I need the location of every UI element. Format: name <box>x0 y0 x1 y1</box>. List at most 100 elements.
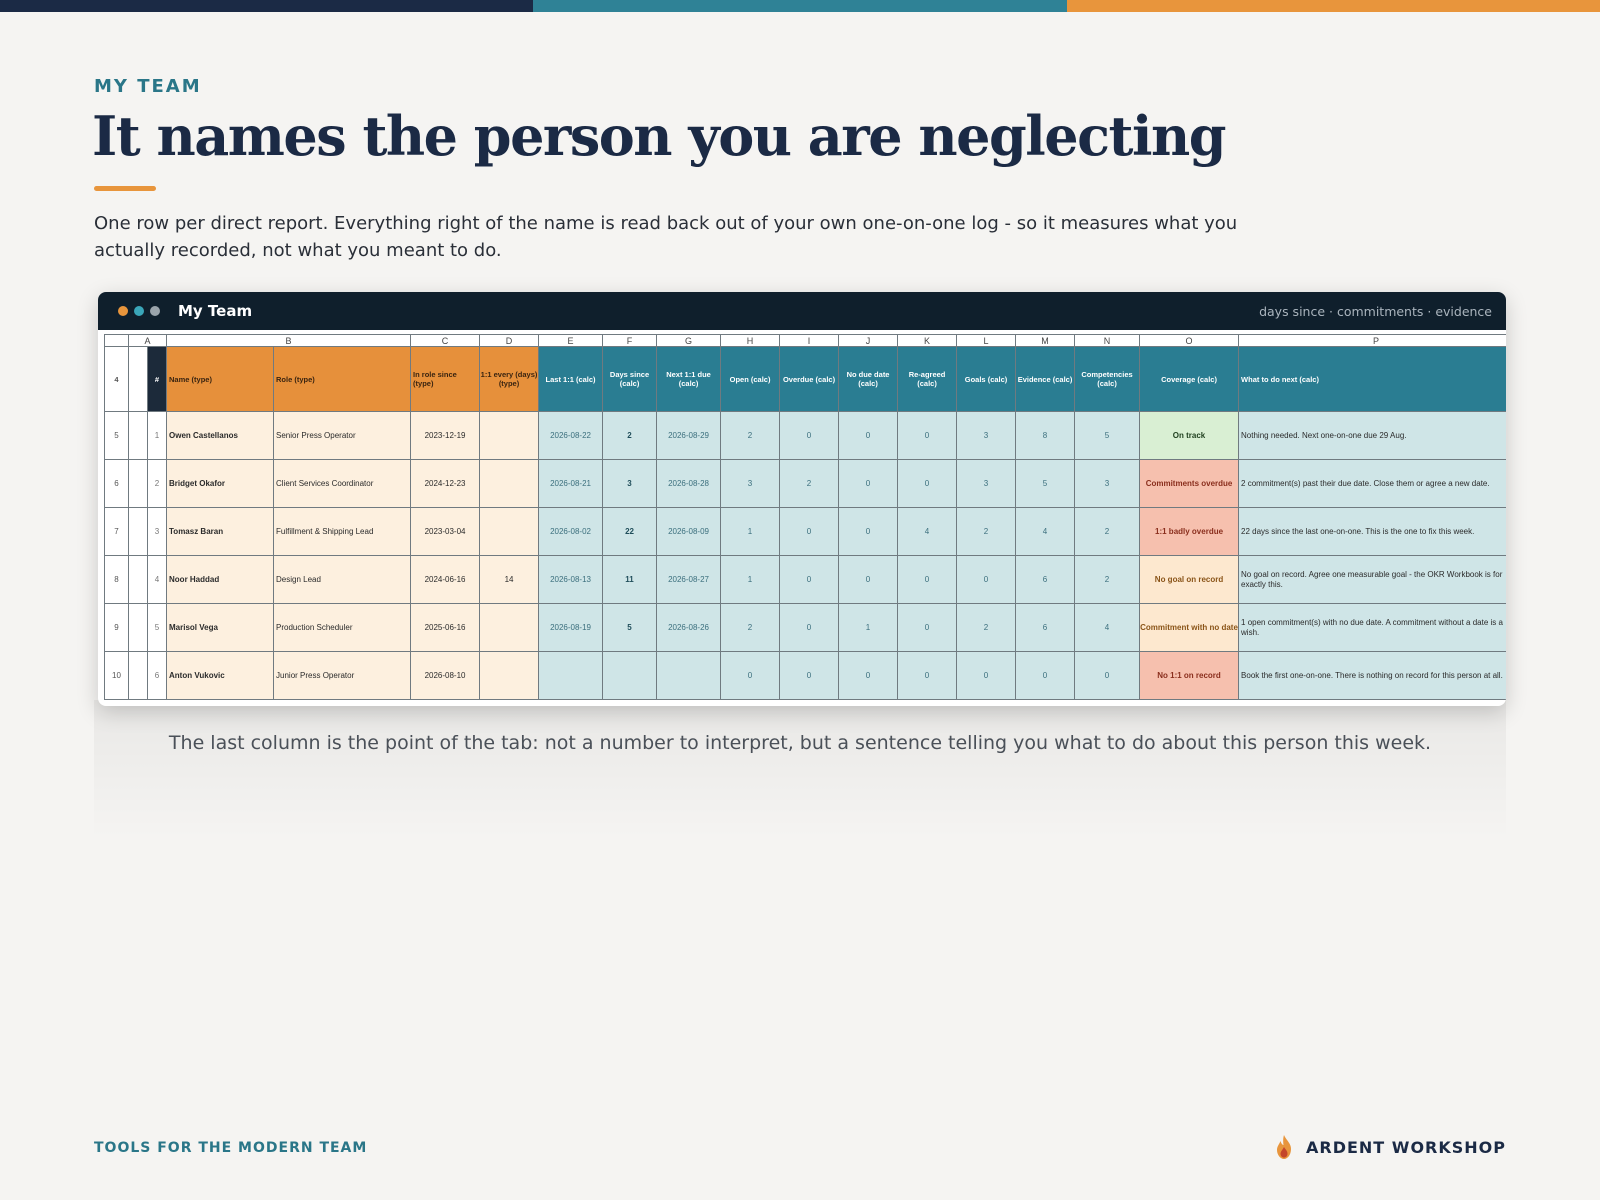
cell-last[interactable]: 2026-08-21 <box>538 459 604 508</box>
cell-last[interactable]: 2026-08-02 <box>538 507 604 556</box>
cell-what-next[interactable]: No goal on record. Agree one measurable … <box>1238 555 1506 604</box>
header-last[interactable]: Last 1:1 (calc) <box>538 346 604 412</box>
cell-what-next[interactable]: 2 commitment(s) past their due date. Clo… <box>1238 459 1506 508</box>
header-cell-a[interactable] <box>128 346 148 412</box>
row-number[interactable]: 4 <box>104 346 129 412</box>
cell-a[interactable] <box>128 555 148 604</box>
cell-num[interactable]: 4 <box>146 555 168 604</box>
column-letter[interactable]: I <box>779 334 840 347</box>
cell-reagreed[interactable]: 4 <box>897 507 958 556</box>
cell-competencies[interactable]: 2 <box>1074 507 1141 556</box>
cell-in-role[interactable]: 2024-12-23 <box>410 459 481 508</box>
cell-name[interactable]: Bridget Okafor <box>166 459 275 508</box>
cell-what-next[interactable]: 1 open commitment(s) with no due date. A… <box>1238 603 1506 652</box>
column-letter[interactable]: K <box>897 334 958 347</box>
column-letter[interactable]: C <box>410 334 481 347</box>
cell-days-since[interactable]: 2 <box>602 411 658 460</box>
row-number[interactable]: 8 <box>104 555 129 604</box>
cell-open[interactable]: 2 <box>720 411 781 460</box>
cell-name[interactable]: Tomasz Baran <box>166 507 275 556</box>
cell-open[interactable]: 0 <box>720 651 781 700</box>
header-overdue[interactable]: Overdue (calc) <box>779 346 840 412</box>
column-letter[interactable]: N <box>1074 334 1141 347</box>
cell-a[interactable] <box>128 411 148 460</box>
cell-overdue[interactable]: 0 <box>779 411 840 460</box>
cell-a[interactable] <box>128 603 148 652</box>
cell-evidence[interactable]: 6 <box>1015 555 1076 604</box>
row-number[interactable]: 7 <box>104 507 129 556</box>
cell-role[interactable]: Fulfillment & Shipping Lead <box>273 507 412 556</box>
cell-last[interactable] <box>538 651 604 700</box>
cell-num[interactable]: 6 <box>146 651 168 700</box>
column-letter[interactable]: J <box>838 334 899 347</box>
cell-goals[interactable]: 0 <box>956 555 1017 604</box>
cell-in-role[interactable]: 2026-08-10 <box>410 651 481 700</box>
header-no-due[interactable]: No due date (calc) <box>838 346 899 412</box>
header-num[interactable]: # <box>146 346 168 412</box>
cell-next-due[interactable]: 2026-08-28 <box>656 459 722 508</box>
cell-competencies[interactable]: 4 <box>1074 603 1141 652</box>
cell-evidence[interactable]: 0 <box>1015 651 1076 700</box>
header-name[interactable]: Name (type) <box>166 346 275 412</box>
cell-days-since[interactable]: 3 <box>602 459 658 508</box>
cell-coverage[interactable]: 1:1 badly overdue <box>1139 507 1240 556</box>
cell-no-due[interactable]: 0 <box>838 651 899 700</box>
cell-no-due[interactable]: 0 <box>838 507 899 556</box>
header-role[interactable]: Role (type) <box>273 346 412 412</box>
cell-last[interactable]: 2026-08-19 <box>538 603 604 652</box>
cell-days-since[interactable]: 22 <box>602 507 658 556</box>
cell-goals[interactable]: 2 <box>956 507 1017 556</box>
cell-competencies[interactable]: 2 <box>1074 555 1141 604</box>
cell-coverage[interactable]: On track <box>1139 411 1240 460</box>
cell-evidence[interactable]: 5 <box>1015 459 1076 508</box>
cell-role[interactable]: Design Lead <box>273 555 412 604</box>
cell-open[interactable]: 1 <box>720 507 781 556</box>
cell-evidence[interactable]: 6 <box>1015 603 1076 652</box>
cell-next-due[interactable]: 2026-08-26 <box>656 603 722 652</box>
header-goals[interactable]: Goals (calc) <box>956 346 1017 412</box>
column-letter[interactable]: G <box>656 334 722 347</box>
cell-open[interactable]: 3 <box>720 459 781 508</box>
cell-in-role[interactable]: 2023-03-04 <box>410 507 481 556</box>
header-in-role[interactable]: In role since (type) <box>410 346 481 412</box>
column-letter[interactable]: A <box>127 334 168 347</box>
cell-num[interactable]: 1 <box>146 411 168 460</box>
cell-every[interactable] <box>479 603 540 652</box>
cell-next-due[interactable]: 2026-08-27 <box>656 555 722 604</box>
cell-overdue[interactable]: 0 <box>779 555 840 604</box>
cell-reagreed[interactable]: 0 <box>897 459 958 508</box>
cell-in-role[interactable]: 2023-12-19 <box>410 411 481 460</box>
cell-what-next[interactable]: Nothing needed. Next one-on-one due 29 A… <box>1238 411 1506 460</box>
cell-a[interactable] <box>128 651 148 700</box>
cell-days-since[interactable]: 11 <box>602 555 658 604</box>
cell-every[interactable] <box>479 507 540 556</box>
cell-goals[interactable]: 3 <box>956 411 1017 460</box>
cell-reagreed[interactable]: 0 <box>897 651 958 700</box>
header-next-due[interactable]: Next 1:1 due (calc) <box>656 346 722 412</box>
cell-open[interactable]: 2 <box>720 603 781 652</box>
cell-what-next[interactable]: Book the first one-on-one. There is noth… <box>1238 651 1506 700</box>
cell-role[interactable]: Client Services Coordinator <box>273 459 412 508</box>
cell-every[interactable] <box>479 459 540 508</box>
cell-next-due[interactable]: 2026-08-09 <box>656 507 722 556</box>
cell-next-due[interactable]: 2026-08-29 <box>656 411 722 460</box>
cell-coverage[interactable]: Commitment with no date <box>1139 603 1240 652</box>
cell-last[interactable]: 2026-08-13 <box>538 555 604 604</box>
cell-no-due[interactable]: 0 <box>838 459 899 508</box>
cell-reagreed[interactable]: 0 <box>897 603 958 652</box>
cell-num[interactable]: 3 <box>146 507 168 556</box>
row-number[interactable]: 5 <box>104 411 129 460</box>
cell-coverage[interactable]: No 1:1 on record <box>1139 651 1240 700</box>
cell-overdue[interactable]: 0 <box>779 603 840 652</box>
cell-role[interactable]: Junior Press Operator <box>273 651 412 700</box>
cell-evidence[interactable]: 8 <box>1015 411 1076 460</box>
cell-name[interactable]: Noor Haddad <box>166 555 275 604</box>
column-letter[interactable]: M <box>1015 334 1076 347</box>
cell-a[interactable] <box>128 507 148 556</box>
cell-reagreed[interactable]: 0 <box>897 411 958 460</box>
cell-no-due[interactable]: 0 <box>838 411 899 460</box>
cell-open[interactable]: 1 <box>720 555 781 604</box>
cell-next-due[interactable] <box>656 651 722 700</box>
header-what-next[interactable]: What to do next (calc) <box>1238 346 1506 412</box>
cell-competencies[interactable]: 5 <box>1074 411 1141 460</box>
